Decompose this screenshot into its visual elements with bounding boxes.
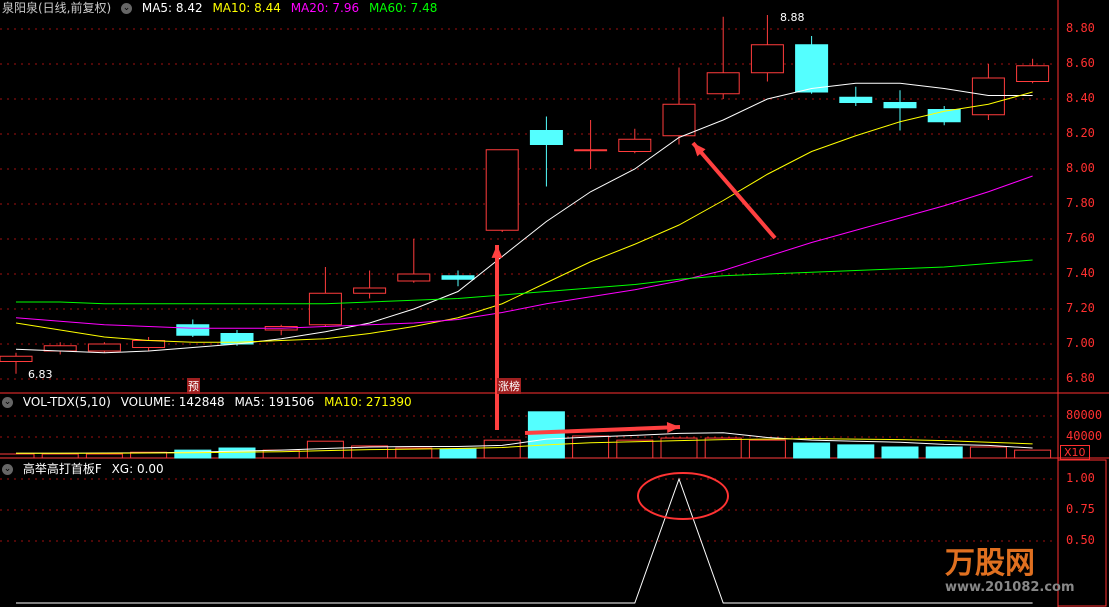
volume-bar <box>704 437 742 459</box>
candle <box>0 355 33 362</box>
candle <box>795 44 829 93</box>
candle <box>353 287 387 294</box>
volume-ma5: MA5: 191506 <box>234 395 315 409</box>
axis-tick-label: 7.20 <box>1066 301 1095 315</box>
candle <box>750 44 784 74</box>
ma60-value: MA60: 7.48 <box>368 1 438 15</box>
axis-tick-label: 8.80 <box>1066 21 1095 35</box>
candle <box>87 343 121 352</box>
arrow-annotation-head <box>491 245 503 258</box>
volume-bar <box>174 449 212 459</box>
volume-bar <box>130 451 168 459</box>
tag-limit: 涨榜 <box>497 378 521 394</box>
volume-bar <box>0 453 35 459</box>
high-label: 8.88 <box>780 11 805 24</box>
axis-tick-label: 8.40 <box>1066 91 1095 105</box>
candle <box>927 109 961 123</box>
axis-tick-label: 40000 <box>1066 429 1103 443</box>
volume-title: VOL-TDX(5,10) <box>22 395 111 409</box>
candle <box>132 340 166 348</box>
volume-ma10-line <box>16 438 1033 454</box>
candle <box>839 96 873 103</box>
price-header: 泉阳泉(日线,前复权) ⌄ MA5: 8.42 MA10: 8.44 MA20:… <box>2 0 443 16</box>
indicator-title: 高举高打首板F <box>22 462 102 476</box>
axis-tick-label: 7.40 <box>1066 266 1095 280</box>
arrow-annotation <box>691 141 777 240</box>
ma5-value: MA5: 8.42 <box>141 1 203 15</box>
candle <box>308 292 342 326</box>
ma-line-ma20 <box>15 175 1033 329</box>
volume-bar <box>748 439 786 459</box>
candle <box>662 103 696 137</box>
ma-line-ma10 <box>15 91 1033 343</box>
logo: 万股网 <box>945 546 1035 581</box>
volume-bar <box>527 411 565 459</box>
volume-bar <box>660 437 698 459</box>
candle <box>529 130 563 145</box>
volume-multiplier: X10 <box>1060 445 1090 460</box>
volume-bar <box>572 435 610 459</box>
volume-bar <box>41 453 79 459</box>
volume-bar <box>881 446 919 459</box>
axis-tick-label: 1.00 <box>1066 471 1095 485</box>
volume-bar <box>395 447 433 459</box>
low-label: 6.83 <box>28 368 53 381</box>
volume-bar <box>616 439 654 459</box>
candle <box>1016 65 1050 82</box>
ma-line-ma5 <box>15 82 1033 354</box>
volume-bar <box>218 447 256 459</box>
arrow-annotation <box>524 425 681 435</box>
xg-line <box>16 477 1033 604</box>
highlight-ellipse <box>637 472 729 520</box>
volume-bar <box>351 445 389 459</box>
stock-title: 泉阳泉(日线,前复权) <box>2 1 112 15</box>
indicator-axis-box <box>1057 459 1107 607</box>
candle <box>618 138 652 152</box>
axis-tick-label: 7.80 <box>1066 196 1095 210</box>
volume-bar <box>85 453 123 459</box>
ma10-value: MA10: 8.44 <box>212 1 281 15</box>
volume-bar <box>483 439 521 459</box>
volume-bar <box>306 440 344 459</box>
candle <box>706 72 740 95</box>
chevron-down-icon[interactable]: ⌄ <box>2 464 13 475</box>
xg-value: XG: 0.00 <box>111 462 164 476</box>
volume-value: VOLUME: 142848 <box>120 395 225 409</box>
volume-bar <box>439 448 477 459</box>
axis-tick-label: 8.60 <box>1066 56 1095 70</box>
ma20-value: MA20: 7.96 <box>290 1 360 15</box>
arrow-annotation-head <box>693 143 706 157</box>
indicator-header: ⌄ 高举高打首板F XG: 0.00 <box>2 460 170 477</box>
chevron-down-icon[interactable]: ⌄ <box>121 3 133 14</box>
chevron-down-icon[interactable]: ⌄ <box>2 397 13 408</box>
axis-tick-label: 6.80 <box>1066 371 1095 385</box>
axis-tick-label: 8.20 <box>1066 126 1095 140</box>
volume-bar <box>837 444 875 459</box>
candle <box>441 275 475 280</box>
ma-line-ma60 <box>16 259 1033 305</box>
axis-tick-label: 8.00 <box>1066 161 1095 175</box>
arrow-annotation-head <box>666 422 680 433</box>
candle <box>485 149 519 231</box>
tag-pre: 预 <box>187 378 200 394</box>
volume-bar <box>793 442 831 459</box>
volume-bar <box>925 446 963 459</box>
axis-tick-label: 7.60 <box>1066 231 1095 245</box>
candle <box>883 102 917 109</box>
axis-tick-label: 80000 <box>1066 408 1103 422</box>
volume-bar <box>969 446 1007 459</box>
candle <box>574 149 608 152</box>
volume-ma10: MA10: 271390 <box>324 395 412 409</box>
volume-header: ⌄ VOL-TDX(5,10) VOLUME: 142848 MA5: 1915… <box>2 395 418 409</box>
axis-tick-label: 7.00 <box>1066 336 1095 350</box>
volume-ma5-line <box>16 432 1033 454</box>
candle <box>397 273 431 282</box>
axis-tick-label: 0.75 <box>1066 502 1095 516</box>
candle <box>176 324 210 336</box>
volume-bar <box>1014 449 1052 459</box>
axis-tick-label: 0.50 <box>1066 533 1095 547</box>
candle <box>971 77 1005 116</box>
logo-url: www.201082.com <box>945 580 1075 595</box>
